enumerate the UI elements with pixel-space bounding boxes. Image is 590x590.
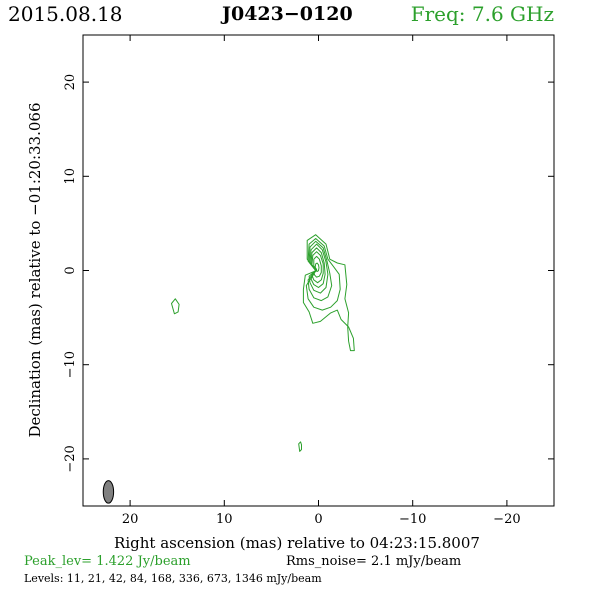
- x-axis-label: Right ascension (mas) relative to 04:23:…: [114, 534, 480, 552]
- contour-lines: [171, 234, 355, 452]
- frequency-label: Freq: 7.6 GHz: [410, 2, 554, 26]
- peak-label: Peak_lev=: [24, 554, 93, 569]
- beam-ellipse-group: [102, 480, 115, 504]
- rms-value: 2.1 mJy/beam: [371, 554, 462, 569]
- contour-line: [311, 251, 324, 284]
- contour-levels: Levels: 11, 21, 42, 84, 168, 336, 673, 1…: [24, 572, 322, 585]
- y-tick-label: −20: [63, 445, 78, 472]
- y-tick-label: −10: [63, 351, 78, 378]
- levels-label: Levels:: [24, 572, 64, 585]
- x-tick-label: −20: [493, 512, 520, 527]
- plot-frame: [82, 34, 555, 507]
- x-tick-label: 0: [314, 512, 322, 527]
- y-axis-label: Declination (mas) relative to −01:20:33.…: [26, 102, 44, 437]
- axis-ticks: 20 10 0 −10 −20 20 10 0 −10 −20: [63, 35, 554, 527]
- rms-noise: Rms_noise= 2.1 mJy/beam: [286, 554, 461, 569]
- contour-line: [308, 243, 329, 294]
- contour-line: [314, 262, 320, 272]
- contour-line: [298, 441, 302, 452]
- observation-date: 2015.08.18: [8, 2, 123, 26]
- y-tick-label: 20: [63, 74, 78, 91]
- contour-line: [305, 238, 341, 311]
- peak-value: 1.422 Jy/beam: [96, 554, 191, 569]
- contour-line: [313, 255, 322, 278]
- contour-line: [171, 298, 180, 315]
- peak-level: Peak_lev= 1.422 Jy/beam: [24, 554, 191, 569]
- contour-line: [302, 234, 355, 352]
- levels-value: 11, 21, 42, 84, 168, 336, 673, 1346 mJy/…: [66, 572, 322, 585]
- x-tick-label: 20: [122, 512, 139, 527]
- y-tick-label: 10: [63, 168, 78, 185]
- contour-line: [310, 247, 326, 288]
- rms-label: Rms_noise=: [286, 554, 367, 569]
- x-tick-label: 10: [216, 512, 233, 527]
- beam-ellipse: [102, 480, 115, 504]
- y-tick-label: 0: [63, 266, 78, 274]
- contour-line: [307, 240, 333, 302]
- source-name: J0423−0120: [222, 3, 353, 25]
- x-tick-label: −10: [399, 512, 426, 527]
